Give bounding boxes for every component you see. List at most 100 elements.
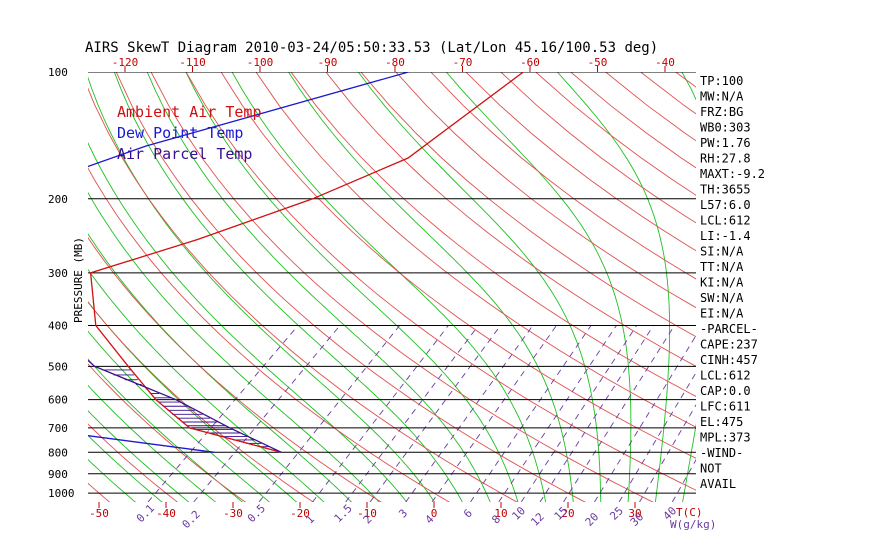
moist-adiabat-line	[88, 142, 408, 502]
mixing-ratio-line	[369, 325, 501, 502]
top-temp-tick-label: -110	[179, 56, 206, 69]
dry-adiabat-line	[115, 72, 586, 502]
dry-adiabat-line	[88, 87, 518, 502]
mixing-ratio-line	[539, 325, 654, 502]
pressure-tick-label: 400	[48, 320, 68, 333]
mixing-ratio-tick-label: 20	[583, 510, 602, 529]
index-entry: LI:-1.4	[700, 229, 751, 243]
moist-adiabat-line	[445, 72, 632, 502]
mixing-ratio-line	[312, 325, 449, 502]
air-parcel-temp-profile	[88, 359, 282, 453]
index-entry: PW:1.76	[700, 136, 751, 150]
mixing-ratio-tick-label: 6	[461, 507, 475, 521]
moist-adiabat-line	[556, 72, 671, 502]
index-entry: SI:N/A	[700, 245, 744, 259]
index-entry: MPL:373	[700, 431, 751, 445]
dry-adiabat-line	[290, 72, 696, 397]
bottom-temp-tick-label: 0	[431, 507, 438, 520]
dry-adiabat-line	[88, 301, 315, 502]
mixing-ratio-line	[563, 325, 675, 502]
index-entry: CAP:0.0	[700, 384, 751, 398]
mixing-ratio-line	[639, 404, 696, 502]
legend-entry: Air Parcel Temp	[117, 145, 252, 163]
pressure-tick-label: 500	[48, 360, 68, 373]
dry-adiabat-line	[185, 72, 696, 491]
top-temp-tick-label: -50	[588, 56, 608, 69]
mixing-ratio-line	[147, 325, 299, 502]
index-entry: RH:27.8	[700, 152, 751, 166]
legend-entry: Dew Point Temp	[117, 124, 243, 142]
dry-adiabat-line	[88, 236, 382, 502]
top-temp-tick-label: -90	[318, 56, 338, 69]
pressure-tick-label: 200	[48, 193, 68, 206]
index-entry: LCL:612	[700, 369, 751, 383]
mixing-ratio-tick-label: 1	[303, 513, 317, 527]
dry-adiabat-line	[465, 72, 696, 252]
mixing-ratio-lines	[147, 325, 696, 502]
dry-adiabat-line	[360, 72, 696, 338]
bottom-temp-tick-label: 20	[561, 507, 574, 520]
dry-adiabat-line	[430, 72, 696, 280]
bottom-temp-tick-label: -50	[89, 507, 109, 520]
bottom-temp-tick-label: 30	[628, 507, 641, 520]
top-temp-tick-label: -60	[520, 56, 540, 69]
index-entry: MAXT:-9.2	[700, 167, 765, 181]
mixing-ratio-line	[594, 334, 696, 502]
index-entry: AVAIL	[700, 477, 736, 491]
mix-unit-label: W(g/kg)	[670, 518, 716, 531]
moist-adiabat-line	[287, 72, 574, 502]
index-entry: LFC:611	[700, 400, 751, 414]
isobars	[88, 72, 696, 494]
dry-adiabat-line	[631, 0, 870, 511]
moist-adiabat-line	[88, 459, 136, 502]
top-temp-tick-label: -40	[655, 56, 675, 69]
index-entry: LCL:612	[700, 214, 751, 228]
profiles	[88, 72, 524, 453]
moist-adiabat-line	[113, 72, 463, 502]
moist-adiabat-line	[88, 233, 353, 502]
mixing-ratio-line	[618, 371, 696, 502]
index-entry: CAPE:237	[700, 338, 758, 352]
top-temp-axis: -120 -110 -100 -90 -80 -70 -60 -50 -40	[112, 56, 675, 72]
mixing-ratio-tick-label: 3	[396, 507, 410, 521]
mixing-ratio-line	[470, 325, 592, 502]
bottom-temp-tick-label: 10	[494, 507, 507, 520]
index-entry: WB0:303	[700, 121, 751, 135]
index-entry: TH:3655	[700, 183, 751, 197]
y-axis-label: PRESSURE (MB)	[72, 237, 85, 323]
moist-adiabat-line	[681, 72, 696, 502]
bottom-temp-tick-label: -20	[290, 507, 310, 520]
index-entry: -PARCEL-	[700, 322, 758, 336]
moist-adiabat-line	[231, 72, 547, 502]
moist-adiabat-line	[146, 72, 491, 502]
dry-adiabat-line	[752, 0, 870, 511]
index-entry: CINH:457	[700, 353, 758, 367]
mixing-ratio-tick-label: 1.5	[332, 502, 355, 525]
pressure-tick-label: 900	[48, 468, 68, 481]
moist-adiabat-line	[88, 384, 217, 502]
pressure-axis: 100 200 300 400 500 600 700 800 900 1000	[48, 66, 75, 500]
moist-adiabat-line	[88, 76, 436, 502]
mixing-ratio-line	[193, 325, 341, 502]
mixing-ratio-line	[431, 325, 557, 502]
mixing-ratio-tick-label: 0.2	[180, 508, 203, 531]
dry-adiabat-line	[88, 167, 450, 502]
index-entry: -WIND-	[700, 446, 743, 460]
pressure-tick-label: 600	[48, 394, 68, 407]
dry-adiabat-line	[88, 363, 247, 502]
mixing-ratio-line	[405, 325, 534, 502]
indices-panel: TP:100MW:N/AFRZ:BGWB0:303PW:1.76RH:27.8M…	[700, 74, 765, 491]
dry-adiabat-line	[395, 72, 696, 309]
index-entry: EL:475	[700, 415, 743, 429]
legend: Ambient Air Temp Dew Point Temp Air Parcel…	[117, 103, 262, 163]
mixing-ratio-tick-label: 25	[607, 504, 626, 523]
index-entry: NOT	[700, 462, 722, 476]
bottom-temp-axis: -50 -40 -30 -20 -10 0 10 20 30	[89, 502, 642, 520]
mixing-ratio-tick-label: 0.1	[134, 502, 157, 525]
dry-adiabat-line	[500, 72, 696, 224]
mixing-ratio-line	[345, 325, 479, 502]
moist-adiabat-line	[88, 301, 298, 502]
dry-adiabat-line	[255, 72, 696, 428]
temp-unit-label: T(C)	[676, 506, 703, 519]
